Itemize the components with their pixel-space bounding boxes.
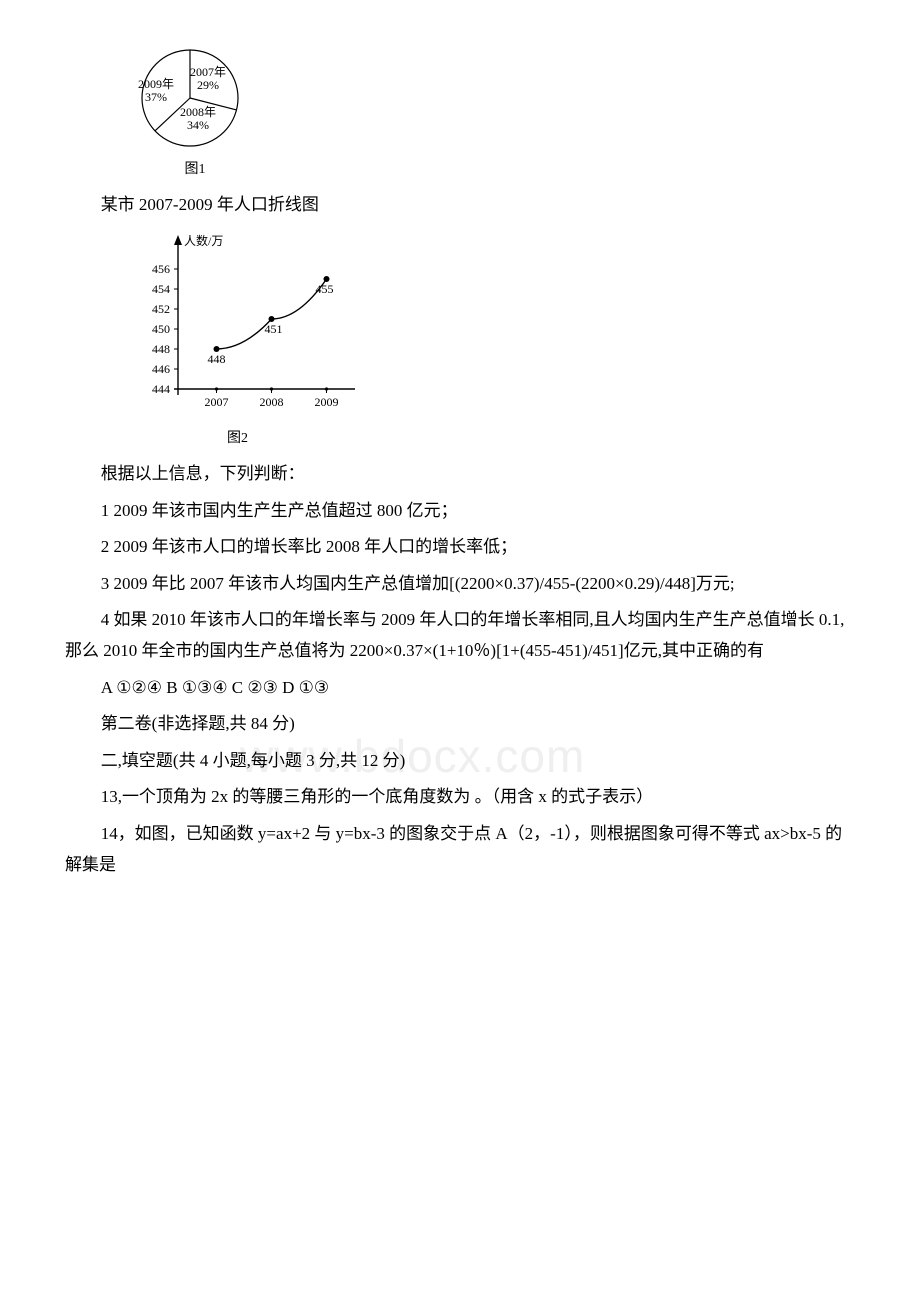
paragraph-intro: 根据以上信息，下列判断： xyxy=(65,459,855,490)
svg-text:2009年: 2009年 xyxy=(138,77,174,91)
svg-text:456: 456 xyxy=(152,262,170,276)
pie-chart-caption: 图1 xyxy=(120,157,270,182)
svg-text:446: 446 xyxy=(152,362,170,376)
paragraph-item4: 4 如果 2010 年该市人口的年增长率与 2009 年人口的年增长率相同,且人… xyxy=(65,605,855,666)
svg-text:人数/万: 人数/万 xyxy=(184,233,223,248)
svg-text:2008年: 2008年 xyxy=(180,105,216,119)
svg-text:455: 455 xyxy=(316,282,334,296)
line-chart-figure: 人数/万年份4444464484504524544562007200820094… xyxy=(120,229,855,451)
line-chart-svg: 人数/万年份4444464484504524544562007200820094… xyxy=(120,229,355,424)
svg-text:444: 444 xyxy=(152,382,170,396)
svg-text:2007: 2007 xyxy=(205,395,229,409)
svg-text:448: 448 xyxy=(152,342,170,356)
svg-text:34%: 34% xyxy=(187,118,209,132)
svg-text:2007年: 2007年 xyxy=(190,65,226,79)
svg-text:451: 451 xyxy=(265,322,283,336)
pie-chart-svg: 2007年29% 2008年34% 2009年37% xyxy=(120,43,270,155)
paragraph-fill-header: 二,填空题(共 4 小题,每小题 3 分,共 12 分) xyxy=(65,746,855,777)
pie-chart-figure: 2007年29% 2008年34% 2009年37% 图1 xyxy=(120,43,855,182)
svg-text:29%: 29% xyxy=(197,78,219,92)
paragraph-q13: 13,一个顶角为 2x 的等腰三角形的一个底角度数为 。（用含 x 的式子表示） xyxy=(65,782,855,813)
svg-text:450: 450 xyxy=(152,322,170,336)
svg-text:37%: 37% xyxy=(145,90,167,104)
paragraph-item2: 2 2009 年该市人口的增长率比 2008 年人口的增长率低； xyxy=(65,532,855,563)
paragraph-choices: A ①②④ B ①③④ C ②③ D ①③ xyxy=(65,673,855,704)
document-content: 2007年29% 2008年34% 2009年37% 图1 某市 2007-2009… xyxy=(65,43,855,880)
svg-text:452: 452 xyxy=(152,302,170,316)
paragraph-q14: 14，如图，已知函数 y=ax+2 与 y=bx-3 的图象交于点 A（2，-1… xyxy=(65,819,855,880)
svg-text:448: 448 xyxy=(208,352,226,366)
paragraph-item3: 3 2009 年比 2007 年该市人均国内生产总值增加[(2200×0.37)… xyxy=(65,569,855,600)
paragraph-section2: 第二卷(非选择题,共 84 分) xyxy=(65,709,855,740)
paragraph-item1: 1 2009 年该市国内生产生产总值超过 800 亿元； xyxy=(65,496,855,527)
svg-text:2008: 2008 xyxy=(260,395,284,409)
line-chart-caption: 图2 xyxy=(120,426,355,451)
svg-text:2009: 2009 xyxy=(315,395,339,409)
svg-text:454: 454 xyxy=(152,282,170,296)
line-chart-title: 某市 2007-2009 年人口折线图 xyxy=(65,190,855,221)
